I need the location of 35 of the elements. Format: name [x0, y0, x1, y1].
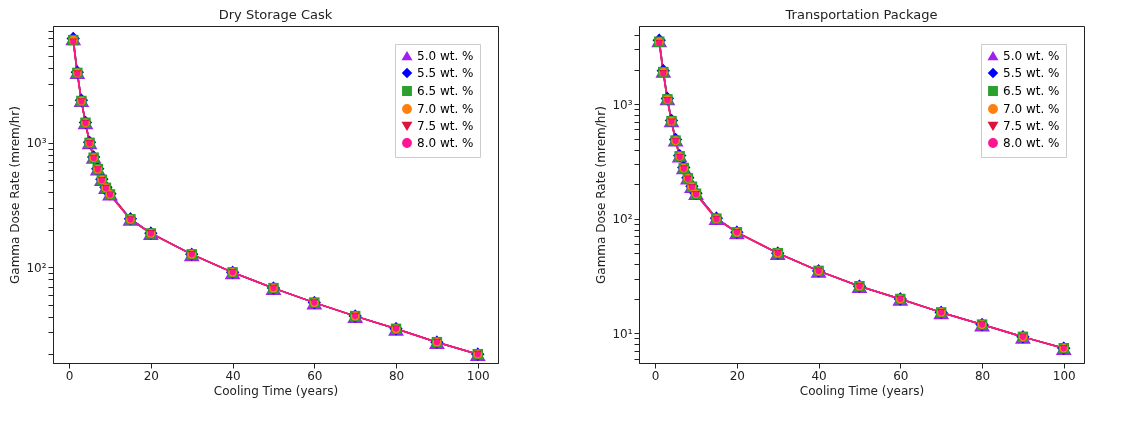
x-axis-title: Cooling Time (years)	[799, 383, 925, 398]
y-tick-label: 10²	[612, 212, 633, 227]
chart-title: Transportation Package	[784, 7, 938, 22]
x-tick-label: 20	[729, 368, 746, 383]
legend-label: 7.0 wt. %	[1003, 102, 1060, 116]
x-tick-label: 0	[65, 368, 74, 383]
legend-label: 7.0 wt. %	[417, 102, 474, 116]
x-tick-label: 40	[811, 368, 827, 383]
legend-label: 5.0 wt. %	[1003, 49, 1060, 63]
legend-label: 8.0 wt. %	[1003, 136, 1060, 150]
y-axis-title: Gamma Dose Rate (mrem/hr)	[594, 106, 609, 284]
y-axis-title: Gamma Dose Rate (mrem/hr)	[8, 106, 23, 284]
legend-label: 7.5 wt. %	[1003, 119, 1060, 133]
y-tick-label: 10³	[612, 97, 633, 112]
x-tick-label: 60	[893, 368, 909, 383]
x-tick-label: 100	[466, 368, 490, 383]
legend-label: 8.0 wt. %	[417, 136, 474, 150]
legend-label: 5.5 wt. %	[417, 66, 474, 80]
legend-label: 6.5 wt. %	[417, 84, 474, 98]
x-tick-label: 100	[1052, 368, 1076, 383]
x-tick-label: 40	[225, 368, 241, 383]
x-tick-label: 80	[388, 368, 405, 383]
y-tick-label: 10¹	[612, 326, 633, 341]
x-axis-title: Cooling Time (years)	[213, 383, 339, 398]
x-tick-label: 80	[974, 368, 991, 383]
x-tick-label: 20	[143, 368, 160, 383]
y-tick-label: 10³	[26, 136, 47, 151]
y-tick-label: 10²	[26, 260, 47, 275]
chart-title: Dry Storage Cask	[218, 7, 333, 22]
legend-label: 6.5 wt. %	[1003, 84, 1060, 98]
x-tick-label: 0	[651, 368, 660, 383]
x-tick-label: 60	[307, 368, 323, 383]
legend-label: 5.5 wt. %	[1003, 66, 1060, 80]
legend-label: 7.5 wt. %	[417, 119, 474, 133]
legend-label: 5.0 wt. %	[417, 49, 474, 63]
